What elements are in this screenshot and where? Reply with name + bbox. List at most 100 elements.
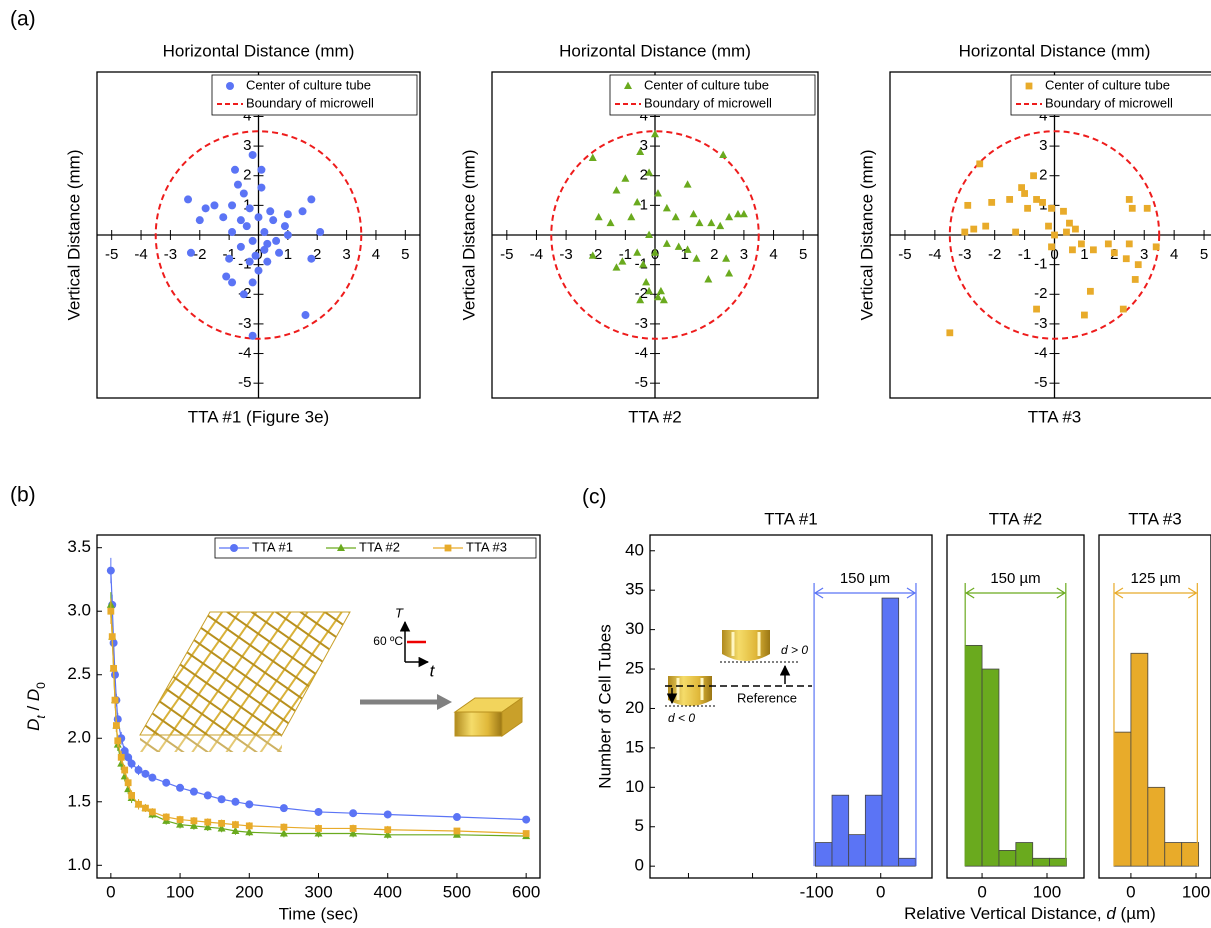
x-axis-label-part: Relative Vertical Distance, [904,904,1106,923]
y-tick-label: 4 [640,107,648,124]
x-tick-label: -5 [500,246,513,263]
histogram-bar [814,842,833,867]
data-point [725,212,734,221]
data-point [141,769,150,778]
x-tick-label: -2 [193,246,206,263]
data-point [1045,222,1052,230]
data-point [272,236,281,245]
data-point [1018,184,1025,191]
data-point [1131,276,1139,283]
data-point [618,257,627,265]
data-point [1060,207,1067,215]
histogram-bar [1113,731,1132,867]
data-point [733,209,742,218]
data-point [1051,231,1058,239]
data-point [231,165,240,174]
x-axis-label: Relative Vertical Distance, d (µm) [904,904,1156,923]
histogram-bar [1032,857,1050,867]
data-point [236,242,245,251]
y-tick-label: -3 [635,315,648,332]
x-tick-label: -1 [619,246,632,263]
legend-label: Boundary of microwell [1045,95,1173,110]
y-tick-label: 1.0 [67,855,91,874]
data-point [964,201,972,209]
data-point [588,251,597,259]
data-point [148,808,156,816]
x-tick-label: 0 [1050,246,1058,263]
data-point [176,816,184,823]
data-point [1069,246,1076,254]
data-point [254,266,263,275]
y-tick-label: 4 [243,107,251,124]
y-tick-label: 1 [640,196,648,213]
data-point [1024,204,1031,212]
x-tick-label: -4 [530,246,543,263]
data-point [642,278,651,286]
panel-frame [1098,534,1211,879]
data-point [245,204,254,213]
data-point [316,228,325,237]
y-tick-label: 5 [635,816,644,835]
tube-illustration [665,630,812,707]
data-point [203,822,212,831]
data-point [120,746,129,755]
x-tick-label: -4 [928,246,941,263]
data-point [1086,287,1094,295]
x-tick-label: 5 [799,246,807,263]
data-point [114,737,122,745]
y-axis-label-part: / [24,701,43,715]
data-point [1104,240,1112,248]
data-point [203,791,212,800]
y-tick-label: -2 [635,285,648,302]
y-tick-label: -1 [1034,256,1047,273]
histogram-bar [1164,842,1183,867]
x-tick-label: -3 [164,246,177,263]
x-tick-label: 1 [1080,246,1088,263]
y-axis-label-part: D [24,689,43,701]
data-point [633,198,642,206]
y-tick-label: 20 [625,698,644,717]
data-point [653,189,662,197]
data-point [662,239,671,247]
data-point [298,207,307,216]
y-tick-label: 0 [635,856,644,875]
legend-label: Boundary of microwell [644,95,772,110]
legend-marker [444,544,452,552]
x-tick-label: 5 [401,246,409,263]
data-point [222,272,231,281]
panel-title: TTA #1 [764,509,818,528]
y-tick-label: 2.5 [67,664,91,683]
y-tick-label: 3.0 [67,601,91,620]
data-point [121,766,129,774]
histogram-bar [881,597,900,867]
data-point [1048,243,1055,251]
x-tick-label: 100 [1182,882,1210,901]
data-point [1152,243,1160,251]
data-point [251,251,260,260]
data-point [128,792,136,799]
y-tick-label: 1.5 [67,791,91,810]
data-point [176,783,185,792]
y-tick-label: -3 [238,315,251,332]
data-point [1143,204,1151,212]
data-point [683,180,692,188]
y-axis-label: Vertical Distance (mm) [64,150,83,321]
x-tick-label: 400 [374,882,402,901]
data-point [1063,228,1070,236]
y-tick-label: 40 [625,540,644,559]
data-point [127,759,136,768]
data-point [232,821,239,829]
y-tick-label: 25 [625,659,644,678]
data-point [1122,255,1130,263]
x-tick-label: 0 [106,882,115,901]
y-axis-label-part: D [24,719,43,731]
data-point [301,311,310,320]
data-point [266,207,275,216]
data-point [245,827,254,836]
x-tick-label: -3 [958,246,971,263]
x-axis-label-part: d [1106,904,1116,923]
data-point [248,150,257,159]
data-point [716,221,725,230]
data-point [112,722,120,729]
